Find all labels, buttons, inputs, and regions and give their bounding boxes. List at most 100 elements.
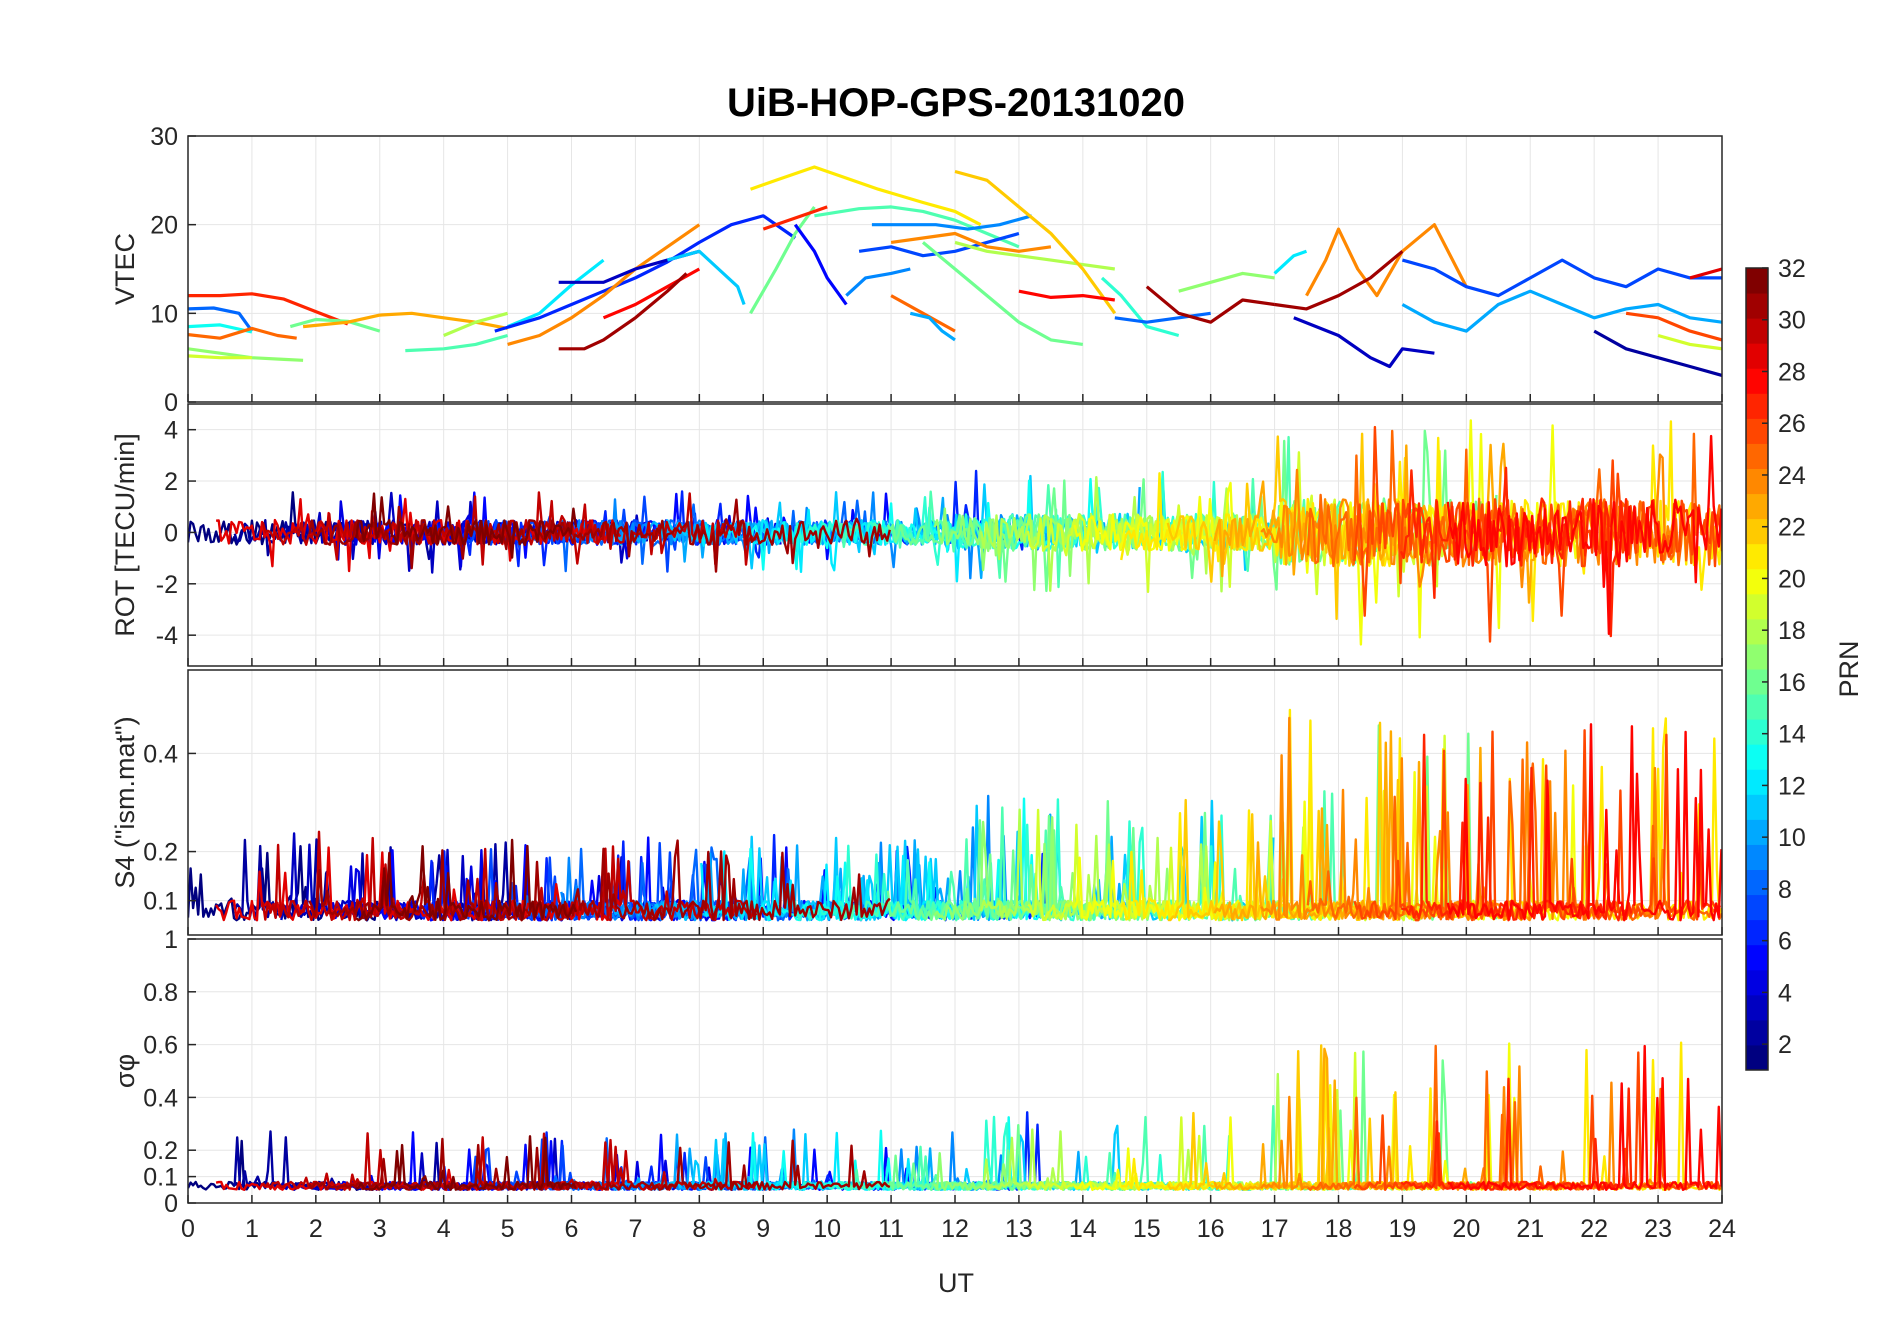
- colorbar-swatch: [1746, 1044, 1768, 1071]
- colorbar-tick-label: 10: [1778, 824, 1806, 852]
- series-trace-prn-32: [354, 492, 578, 559]
- x-tick-label: 15: [1133, 1215, 1161, 1243]
- x-tick-label: 3: [373, 1215, 387, 1243]
- series-line-prn-18: [443, 311, 509, 337]
- y-tick-label: 2: [164, 468, 178, 496]
- x-tick-label: 19: [1389, 1215, 1417, 1243]
- colorbar-swatch: [1746, 944, 1768, 971]
- y-tick-label: 0.6: [143, 1032, 178, 1060]
- colorbar-swatch: [1746, 969, 1768, 996]
- series-line-prn-31: [558, 272, 688, 351]
- series-line-prn-24: [890, 231, 1052, 253]
- colorbar-swatch: [1746, 368, 1768, 394]
- x-tick-label: 16: [1197, 1215, 1225, 1243]
- x-tick-label: 12: [941, 1215, 969, 1243]
- series-line-prn-10: [1401, 289, 1722, 333]
- series-group: [188, 1041, 1722, 1192]
- x-tick-label: 22: [1580, 1215, 1608, 1243]
- series-group: [188, 165, 1722, 377]
- series-line-prn-7: [858, 231, 1020, 258]
- colorbar-tick-label: 18: [1778, 617, 1806, 645]
- y-tick-label: 0.4: [143, 740, 178, 768]
- colorbar-swatch: [1746, 744, 1768, 770]
- y-tick-label: 0: [164, 389, 178, 417]
- y-tick-label: 0: [164, 1190, 178, 1218]
- x-tick-label: 11: [878, 1215, 904, 1243]
- x-tick-label: 2: [309, 1215, 323, 1243]
- y-tick-label: 20: [150, 212, 178, 240]
- series-line-prn-25: [188, 326, 297, 340]
- series-line-prn-16: [289, 317, 381, 333]
- series-line-prn-12: [506, 258, 605, 329]
- series-trace-prn-31: [308, 1137, 891, 1192]
- series-trace-prn-32: [355, 838, 578, 922]
- colorbar-swatch: [1746, 318, 1768, 344]
- colorbar-box: [1745, 267, 1769, 1071]
- colorbar-swatch: [1746, 393, 1768, 419]
- colorbar-swatch: [1746, 844, 1768, 870]
- series-trace-prn-32: [355, 1135, 578, 1191]
- colorbar-swatch: [1746, 719, 1768, 745]
- series-trace-prn-22: [1167, 721, 1410, 922]
- x-tick-label: 24: [1708, 1215, 1736, 1243]
- y-axis-label: VTEC: [110, 233, 140, 305]
- series-line-prn-7: [1401, 258, 1722, 298]
- y-tick-label: 0.2: [143, 1137, 178, 1165]
- colorbar-tick-label: 8: [1778, 876, 1792, 904]
- y-tick-label: 10: [150, 300, 178, 328]
- colorbar-tick-label: 30: [1778, 307, 1806, 335]
- series-line-prn-12: [1273, 249, 1308, 275]
- series-line-prn-19: [1657, 333, 1722, 351]
- x-axis-label: UT: [938, 1268, 974, 1298]
- colorbar-tick-label: 22: [1778, 514, 1806, 542]
- series-group: [188, 708, 1722, 922]
- colorbar-swatch: [1746, 618, 1768, 645]
- panel-vtec: 0 10 20 30 VTEC: [110, 123, 1723, 417]
- colorbar-swatch: [1746, 443, 1768, 469]
- x-tick-label: 8: [692, 1215, 706, 1243]
- panel-s4: 0.1 0.2 0.4S4 ("ism.mat"): [110, 669, 1723, 936]
- colorbar-swatch: [1746, 468, 1768, 495]
- colorbar-swatch: [1746, 593, 1768, 620]
- x-tick-label: 6: [565, 1215, 579, 1243]
- series-line-prn-31: [1145, 285, 1275, 324]
- series-trace-prn-28: [1446, 434, 1722, 635]
- y-axis-label: S4 ("ism.mat"): [110, 716, 140, 888]
- x-tick-label: 1: [245, 1215, 259, 1243]
- colorbar-swatch: [1746, 994, 1768, 1021]
- colorbar-tick-label: 24: [1778, 462, 1806, 490]
- series-trace-prn-13: [746, 797, 1097, 922]
- series-line-prn-21: [749, 165, 982, 227]
- x-tick-label: 14: [1069, 1215, 1097, 1243]
- colorbar-swatch: [1746, 694, 1768, 720]
- x-tick-label: 17: [1261, 1215, 1289, 1243]
- series-line-prn-8: [188, 306, 254, 333]
- y-tick-label: 0.4: [143, 1084, 178, 1112]
- x-tick-label: 21: [1516, 1215, 1544, 1243]
- y-tick-label: -4: [156, 622, 178, 650]
- colorbar-swatch: [1746, 794, 1768, 820]
- series-line-prn-11: [666, 249, 746, 306]
- y-axis-label: σφ: [110, 1054, 140, 1088]
- series-line-prn-22: [954, 169, 1117, 315]
- x-tick-label: 20: [1452, 1215, 1480, 1243]
- y-tick-label: 0.1: [143, 1164, 178, 1192]
- x-tick-label: 18: [1325, 1215, 1353, 1243]
- colorbar-tick-label: 12: [1778, 772, 1806, 800]
- colorbar-swatch: [1746, 643, 1768, 670]
- y-tick-label: 30: [150, 123, 178, 151]
- series-line-prn-26: [1625, 311, 1722, 342]
- colorbar-tick-label: 32: [1778, 255, 1806, 283]
- colorbar-tick-label: 20: [1778, 565, 1806, 593]
- y-tick-label: 4: [164, 417, 178, 445]
- colorbar-tick-label: 26: [1778, 410, 1806, 438]
- colorbar-swatch: [1746, 518, 1768, 545]
- series-line-prn-9: [871, 214, 1033, 231]
- series-line-prn-2: [1593, 329, 1722, 377]
- colorbar-swatch: [1746, 819, 1768, 845]
- panel-rot: -4 -2 0 2 4 ROT [TECU/min]: [110, 403, 1723, 667]
- series-line-prn-13: [188, 323, 253, 334]
